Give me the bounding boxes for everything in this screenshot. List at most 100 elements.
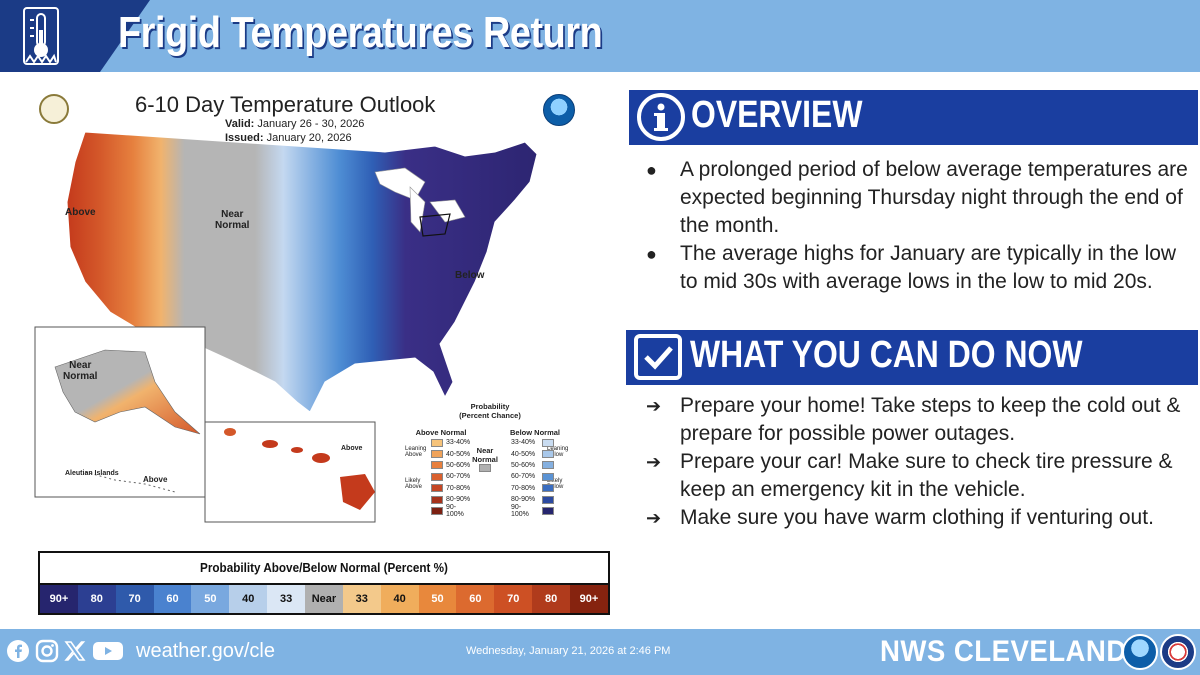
legend-title: Probability (Percent Chance) <box>459 402 521 420</box>
legend-range-label: 33-40% <box>511 439 536 447</box>
probability-cell: 90+ <box>570 585 608 613</box>
nws-logo <box>1160 634 1196 670</box>
legend-row: 33-40% <box>431 438 474 447</box>
overview-bullets: ● A prolonged period of below average tem… <box>646 156 1190 296</box>
legend-row: 40-50% <box>431 449 474 459</box>
probability-cell: 70 <box>115 585 154 613</box>
list-item-text: Make sure you have warm clothing if vent… <box>680 506 1154 529</box>
list-item-text: Prepare your home! Take steps to keep th… <box>680 394 1181 445</box>
legend-likely-below: Likely Below <box>547 478 564 490</box>
legend-above-title: Above Normal <box>415 428 467 437</box>
legend-range-label: 60-70% <box>511 473 536 481</box>
legend-row: 80-90% <box>431 495 474 504</box>
label-hawaii-above: Above <box>341 445 363 452</box>
legend-range-label: 70-80% <box>446 484 471 492</box>
probability-cell: 90+ <box>40 585 78 613</box>
legend-swatch <box>542 450 554 459</box>
valid-label: Valid: <box>225 118 255 130</box>
probability-scale-title: Probability Above/Below Normal (Percent … <box>200 560 448 575</box>
noaa-logo <box>1122 634 1158 670</box>
legend-swatch <box>431 450 443 459</box>
legend-leaning-above: Leaning Above <box>405 446 427 458</box>
legend-range-label: 80-90% <box>511 496 536 504</box>
website-link[interactable]: weather.gov/cle <box>136 640 275 662</box>
legend-row: 70-80% <box>511 484 554 493</box>
legend-swatch <box>542 438 554 447</box>
legend-range-label: 90-100% <box>446 504 464 519</box>
legend-row: 60-70% <box>431 472 474 481</box>
checkbox-icon <box>634 334 682 380</box>
arrow-right-icon: ➔ <box>646 452 662 472</box>
instagram-icon[interactable] <box>35 639 59 663</box>
legend-swatch <box>542 507 554 516</box>
legend-swatch <box>542 461 554 470</box>
legend-row: 33-40% <box>511 438 554 447</box>
legend-range-label: 40-50% <box>511 450 536 458</box>
list-item: ● A prolonged period of below average tem… <box>646 156 1190 240</box>
brand-name: NWS CLEVELAND <box>880 635 1127 668</box>
probability-cell: 40 <box>229 585 268 613</box>
legend-range-label: 90-100% <box>511 504 529 519</box>
legend-swatch <box>431 484 443 493</box>
legend-swatch <box>431 507 443 516</box>
list-item-text: Prepare your car! Make sure to check tir… <box>680 450 1173 501</box>
footer-bar: weather.gov/cle Wednesday, January 21, 2… <box>0 629 1200 675</box>
label-alaska-above: Above <box>143 475 168 484</box>
x-icon[interactable] <box>63 639 87 663</box>
legend-range-label: 70-80% <box>511 484 536 492</box>
thermometer-icon <box>23 7 59 65</box>
list-item: ➔ Prepare your car! Make sure to check ti… <box>646 448 1190 504</box>
arrow-right-icon: ➔ <box>646 508 662 528</box>
probability-cell: 80 <box>77 585 116 613</box>
map-title: 6-10 Day Temperature Outlook <box>135 92 436 117</box>
legend-row: 40-50% <box>511 449 554 459</box>
probability-cell: 33 <box>267 585 306 613</box>
legend-below-title: Below Normal <box>509 428 560 437</box>
list-item-text: The average highs for January are typica… <box>680 242 1177 293</box>
label-below-east: Below <box>455 270 485 281</box>
label-aleutian: Aleutian Islands <box>65 470 119 477</box>
probability-cell: 40 <box>380 585 419 613</box>
legend-row: 90-100% <box>511 504 554 519</box>
legend-likely-above: Likely Above <box>405 478 423 490</box>
legend-range-label: 60-70% <box>446 473 471 481</box>
overview-header: OVERVIEW <box>629 90 1198 145</box>
legend-leaning-below: Leaning Below <box>547 446 569 458</box>
legend-above-column: 33-40% 40-50% 50-60% 60-70% 70-80% 80-90% 90-1… <box>431 438 474 519</box>
probability-cell: 60 <box>456 585 495 613</box>
arrow-right-icon: ➔ <box>646 396 662 416</box>
map-legend: Probability (Percent Chance) Above Norma… <box>405 402 575 532</box>
legend-range-label: 50-60% <box>511 461 536 469</box>
probability-scale-bar: Probability Above/Below Normal (Percent … <box>38 551 610 615</box>
legend-swatch <box>542 484 554 493</box>
legend-range-label: 40-50% <box>446 450 471 458</box>
legend-row: 70-80% <box>431 484 474 493</box>
legend-swatch <box>542 495 554 504</box>
probability-cell: 60 <box>153 585 192 613</box>
legend-near-swatch <box>479 464 491 472</box>
list-item: ● The average highs for January are typic… <box>646 240 1190 296</box>
header-bar: Frigid Temperatures Return <box>0 0 1200 72</box>
legend-swatch <box>431 461 443 470</box>
legend-swatch <box>431 495 443 504</box>
bullet-dot-icon: ● <box>646 244 657 264</box>
probability-cell: Near <box>305 585 343 613</box>
legend-range-label: 50-60% <box>446 461 471 469</box>
legend-range-label: 80-90% <box>446 496 471 504</box>
probability-cell: 33 <box>342 585 381 613</box>
label-near-normal: Near Normal <box>215 209 250 231</box>
list-item: ➔ Make sure you have warm clothing if ven… <box>646 504 1190 532</box>
legend-swatch <box>542 472 554 481</box>
probability-cell: 50 <box>191 585 230 613</box>
probability-cell: 80 <box>532 585 571 613</box>
legend-row: 50-60% <box>431 461 474 470</box>
probability-cell: 70 <box>494 585 533 613</box>
actions-header: WHAT YOU CAN DO NOW <box>626 330 1198 385</box>
probability-scale-cells: 90+ 80 70 60 50 40 33 Near 33 40 50 60 70 80 90+ <box>40 583 608 613</box>
probability-cell: 50 <box>418 585 457 613</box>
facebook-icon[interactable] <box>6 639 30 663</box>
youtube-icon[interactable] <box>92 639 124 663</box>
legend-swatch <box>431 472 443 481</box>
noaa-logo-icon <box>543 94 575 126</box>
legend-near-title: Near Normal <box>472 446 498 464</box>
